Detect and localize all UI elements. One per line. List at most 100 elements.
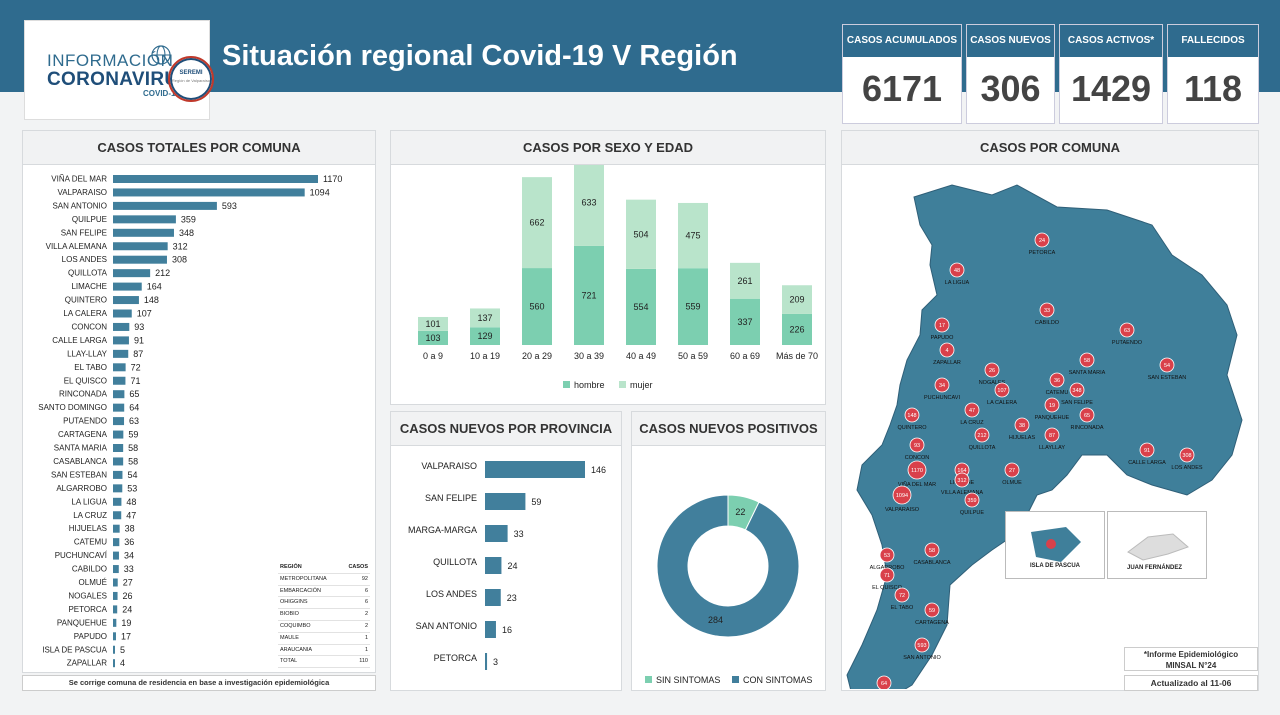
bar-value: 59	[531, 497, 541, 507]
bar-value: 312	[173, 241, 188, 251]
bar	[485, 653, 488, 670]
map-label: VALPARAISO	[885, 507, 920, 513]
bar-label: SANTA MARIA	[54, 444, 108, 453]
map-marker	[984, 362, 1000, 378]
bar-hombre	[782, 313, 812, 345]
bar-value: 19	[121, 618, 131, 628]
legend-swatch-con	[732, 676, 739, 683]
x-tick-label: 10 a 19	[470, 351, 500, 361]
bar-label: PAPUDO	[74, 632, 107, 641]
page-title: Situación regional Covid-19 V Región	[222, 40, 738, 72]
bar-mujer	[470, 308, 500, 328]
map-marker	[909, 437, 925, 453]
panel-comuna: CASOS TOTALES POR COMUNA VIÑA DEL MAR 117…	[22, 130, 376, 673]
casos-col-header: CASOS	[348, 564, 368, 570]
bar-label: SANTO DOMINGO	[38, 403, 107, 412]
bar	[113, 538, 120, 547]
map-marker	[1119, 322, 1135, 338]
bar-value: 91	[134, 335, 144, 345]
panel-provincia: CASOS NUEVOS POR PROVINCIA VALPARAISO 146…	[390, 411, 622, 691]
bar	[485, 525, 508, 542]
map-label: LA CRUZ	[960, 420, 984, 426]
map-marker-value: 107	[997, 388, 1006, 394]
map-marker-value: 33	[1044, 308, 1050, 314]
bar-value: 16	[502, 625, 512, 635]
bar-value: 63	[129, 416, 139, 426]
map-marker	[1044, 397, 1060, 413]
map-marker-value: 36	[1054, 378, 1060, 384]
region-name: OHIGGINS	[280, 599, 308, 606]
bar-value: 48	[126, 497, 136, 507]
panel-title: CASOS POR SEXO Y EDAD	[391, 131, 825, 165]
bar-label: VILLA ALEMANA	[46, 242, 108, 251]
bar-label: LA CALERA	[63, 309, 107, 318]
map-marker-value: 308	[1182, 453, 1191, 459]
map-marker	[964, 402, 980, 418]
map-marker-value: 1170	[911, 468, 923, 474]
bar	[113, 417, 125, 426]
bar-value: 475	[685, 231, 700, 241]
bar	[113, 511, 122, 520]
bar-hombre	[470, 327, 500, 345]
bar-hombre	[730, 298, 760, 345]
bar	[113, 605, 118, 614]
isla-de-pascua-map	[1031, 527, 1081, 562]
bar	[113, 470, 123, 479]
bar	[113, 457, 124, 466]
bar	[113, 618, 117, 627]
map-label: VIÑA DEL MAR	[898, 481, 936, 488]
isla-shape	[1031, 527, 1081, 562]
bar-value: 1170	[323, 174, 342, 184]
map-label: CARTAGENA	[915, 620, 949, 626]
bar-value: 1094	[310, 187, 330, 197]
map-marker	[1046, 539, 1056, 549]
map-marker	[894, 587, 910, 603]
bar-label: QUILLOTA	[68, 269, 108, 278]
map-marker-value: 164	[957, 468, 966, 474]
bar	[113, 376, 126, 385]
legend-swatch-sin	[645, 676, 652, 683]
region-table: REGIÓN CASOS METROPOLITANA 92 EMBARCACIÓN…	[278, 562, 370, 669]
slice-label: 22	[735, 507, 745, 517]
map-marker-value: 312	[957, 478, 966, 484]
bar-value: 58	[128, 456, 138, 466]
map-label: CASABLANCA	[914, 560, 951, 566]
region-map: 24 PETORCA 48 LA LIGUA 33 CABILDO 63 PUTAENDO 17…	[846, 184, 1243, 704]
map-label: LA LIGUA	[945, 280, 970, 286]
bar	[113, 269, 151, 278]
bar-mujer	[678, 202, 708, 269]
map-marker-value: 65	[1084, 413, 1090, 419]
map-label: LOS ANDES	[1171, 465, 1203, 471]
bar-label: OLMUÉ	[79, 578, 107, 587]
map-label: PETORCA	[1029, 250, 1056, 256]
bar-label: LOS ANDES	[62, 255, 107, 264]
table-row: EMBARCACIÓN 6	[278, 586, 370, 598]
bar-label: CABILDO	[72, 565, 107, 574]
bar-value: 87	[133, 349, 143, 359]
region-cases: 6	[364, 599, 368, 606]
bar-label: LLAY-LLAY	[67, 349, 108, 358]
bar-value: 148	[144, 295, 159, 305]
kpi-value: 306	[980, 68, 1041, 109]
bar-value: 47	[126, 510, 136, 520]
logo-text-covid: COVID-19	[143, 89, 180, 98]
map-marker	[1159, 357, 1175, 373]
x-tick-label: 50 a 59	[678, 351, 708, 361]
map-marker-value: 58	[929, 548, 935, 554]
bar-value: 212	[155, 268, 170, 278]
region-table-header: REGIÓN CASOS	[278, 562, 370, 574]
kpi-value: 1429	[1070, 68, 1152, 109]
bar-label: RINCONADA	[59, 390, 108, 399]
map-label: NOGALES	[979, 380, 1006, 386]
x-tick-label: 20 a 29	[522, 351, 552, 361]
map-marker-value: 48	[954, 268, 960, 274]
bar-label: ISLA DE PASCUA	[42, 645, 107, 654]
map-marker	[1034, 232, 1050, 248]
bar-value: 24	[507, 561, 517, 571]
bar-value: 348	[179, 228, 194, 238]
map-marker	[879, 547, 895, 563]
map-marker-value: 27	[1009, 468, 1015, 474]
bar	[113, 322, 130, 331]
map-marker	[1069, 382, 1085, 398]
bar-hombre	[678, 268, 708, 345]
